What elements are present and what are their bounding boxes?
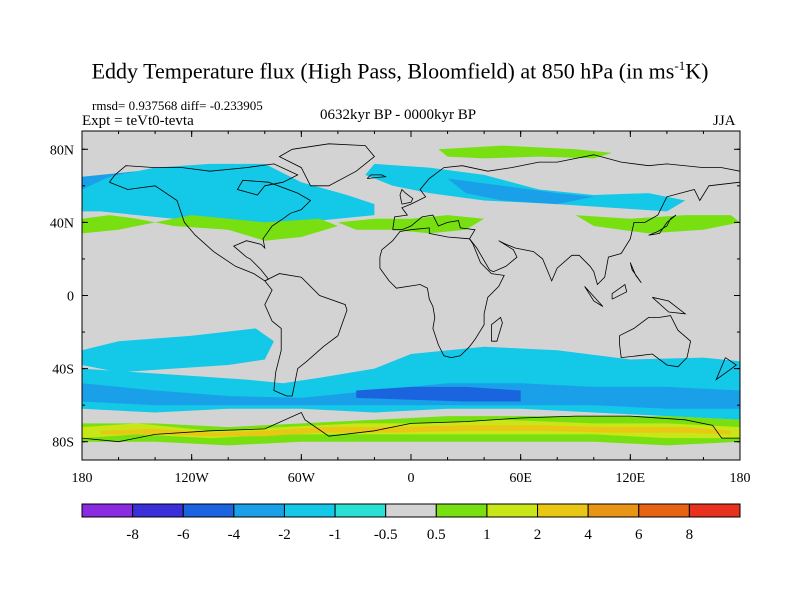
coastline-0 [109,163,312,282]
colorbar-label: 4 [584,527,592,543]
colorbar-label: -2 [278,527,291,543]
colorbar-swatch [587,503,640,518]
contour-region-7 [447,178,594,205]
colorbar-swatch [233,503,285,518]
contour-region-6 [365,163,686,212]
x-tick-label: 120E [616,471,646,486]
colorbar-swatch [537,503,589,518]
period-label: 0632kyr BP - 0000kyr BP [320,107,477,123]
x-tick-label: 0 [408,471,415,486]
colorbar-label: 6 [635,527,643,543]
y-tick-label: 0 [67,290,74,305]
colorbar-swatch [283,503,336,518]
coastline-1 [264,273,348,397]
contour-region-5 [438,145,613,159]
colorbar-swatch [385,503,437,518]
coastline-7 [82,411,740,443]
coastline-13 [652,296,687,315]
colorbar-swatch [435,503,488,518]
coastline-11 [584,286,604,307]
colorbar-label: -6 [177,527,190,543]
colorbar-label: -0.5 [374,527,398,543]
coastline-14 [715,357,737,381]
y-tick-label: 80S [52,436,74,451]
colorbar-swatch [81,503,134,518]
y-tick-label: 40N [50,216,74,231]
contour-region-8 [575,215,740,234]
coastline-15 [629,262,642,283]
colorbar-swatch [688,503,741,518]
coastline-12 [611,283,628,300]
x-tick-label: 120W [175,471,210,486]
x-axis: 180 120W 60W 0 60E 120E 180 [72,131,751,486]
coastline-5 [619,315,692,368]
contour-region-2 [82,163,375,234]
colorbar-swatch [182,503,235,518]
colorbar-swatch [132,503,184,518]
experiment-label: Expt = teVt0-tevta [82,113,194,129]
coastline-4 [379,227,505,359]
contour-region-3 [82,215,338,241]
contour-fills [82,145,740,446]
x-tick-label: 180 [730,471,751,486]
y-axis: 80N 40N 0 40S 80S [50,143,740,451]
colorbar: -8 -6 -4 -2 -1 -0.5 0.5 1 2 4 6 8 [81,503,741,543]
coastline-9 [399,188,414,205]
contour-region-4 [337,215,485,234]
x-tick-label: 60W [288,471,316,486]
x-tick-label: 60E [509,471,532,486]
x-tick-label: 180 [72,471,93,486]
contour-region-15 [100,425,731,437]
contour-region-9 [82,328,274,373]
colorbar-swatch [486,503,539,518]
colorbar-label: 0.5 [427,527,446,543]
colorbar-label: -1 [329,527,342,543]
stats-label: rmsd= 0.937568 diff= -0.233905 [92,98,263,113]
colorbar-label: 8 [686,527,694,543]
contour-region-12 [356,386,521,402]
map-title: Eddy Temperature flux (High Pass, Bloomf… [91,58,709,84]
coastlines [82,143,740,443]
season-label: JJA [713,113,736,129]
colorbar-label: -8 [126,527,139,543]
colorbar-label: -4 [228,527,241,543]
colorbar-swatch [638,503,690,518]
colorbar-label: 1 [483,527,491,543]
colorbar-swatch [334,503,387,518]
coastline-6 [490,316,503,342]
coastline-8 [648,214,677,236]
colorbar-label: 2 [534,527,542,543]
y-tick-label: 80N [50,143,74,158]
y-tick-label: 40S [52,363,74,378]
coastline-10 [366,174,387,179]
coastline-2 [278,143,375,187]
